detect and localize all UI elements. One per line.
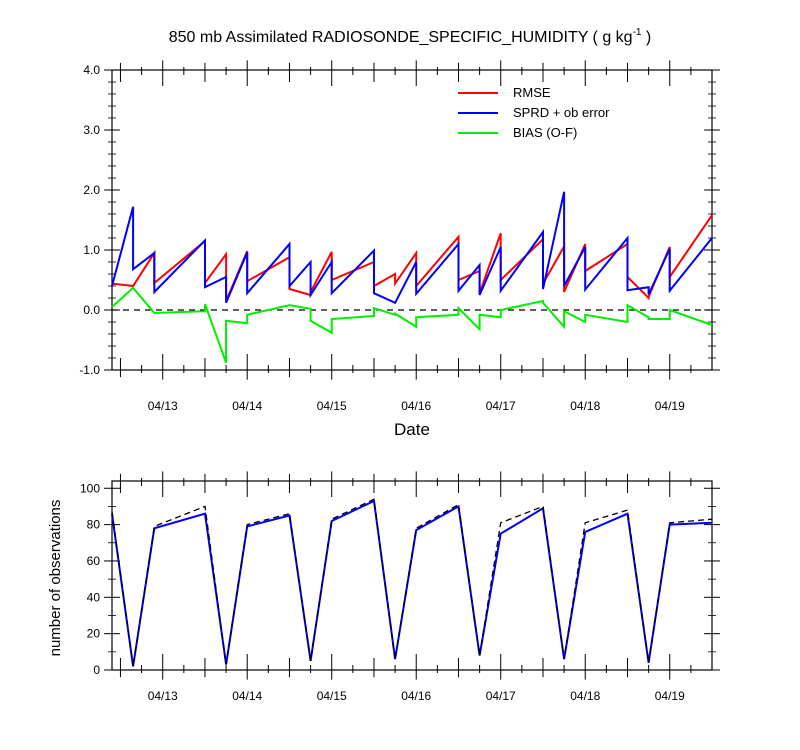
y-tick-label: 3.0	[83, 123, 100, 137]
title-end: )	[641, 29, 651, 46]
series-line-assimilated	[111, 499, 713, 667]
x-tick-label: 04/15	[317, 689, 347, 703]
x-tick-label: 04/19	[655, 689, 685, 703]
y-tick-label: 1.0	[83, 243, 100, 257]
legend-entry: SPRD + ob error	[513, 105, 610, 120]
y-tick-label: 20	[87, 627, 101, 641]
x-tick-label: 04/13	[148, 689, 178, 703]
y-tick-label: 0	[93, 663, 100, 677]
y-tick-label: 80	[87, 518, 101, 532]
x-tick-label: 04/17	[486, 399, 516, 413]
y-tick-label: 60	[87, 554, 101, 568]
y-tick-label: -1.0	[79, 363, 100, 377]
plot-frame	[111, 480, 713, 671]
x-axis-label: Date	[394, 420, 430, 439]
chart-title: 850 mb Assimilated RADIOSONDE_SPECIFIC_H…	[169, 27, 652, 46]
x-tick-label: 04/15	[317, 399, 347, 413]
series-line-bias-o-f	[111, 286, 713, 364]
y-tick-label: 4.0	[83, 63, 100, 77]
x-tick-label: 04/16	[401, 399, 431, 413]
series-line-sprd-ob-error	[111, 191, 713, 305]
y-tick-label: 100	[80, 481, 100, 495]
series-line-rmse	[111, 214, 713, 302]
y-tick-label: 0.0	[83, 303, 100, 317]
x-tick-label: 04/14	[232, 399, 262, 413]
x-tick-label: 04/18	[570, 689, 600, 703]
title-main: 850 mb Assimilated RADIOSONDE_SPECIFIC_H…	[169, 29, 633, 46]
series-line-possible	[111, 498, 713, 667]
y-tick-label: 40	[87, 590, 101, 604]
x-tick-label: 04/16	[401, 689, 431, 703]
y-tick-label: 2.0	[83, 183, 100, 197]
legend-entry: RMSE	[513, 85, 551, 100]
x-tick-label: 04/17	[486, 689, 516, 703]
x-tick-label: 04/19	[655, 399, 685, 413]
rmse-bias-panel: -1.0 0.0 1.0 2.0 3.0 4.0 04/13 04/14 04/15 04/16 0…	[79, 60, 720, 413]
plot-frame	[111, 69, 713, 371]
x-tick-label: 04/14	[232, 689, 262, 703]
x-tick-label: 04/18	[570, 399, 600, 413]
title-superscript: -1	[633, 27, 642, 38]
observations-panel: 0 20 40 60 80 100 04/13 04/14 04/15 04/16 04/17 04/…	[80, 471, 720, 703]
y-axis-label-observations: number of observations	[47, 500, 64, 657]
legend-entry: BIAS (O-F)	[513, 125, 577, 140]
x-tick-label: 04/13	[148, 399, 178, 413]
